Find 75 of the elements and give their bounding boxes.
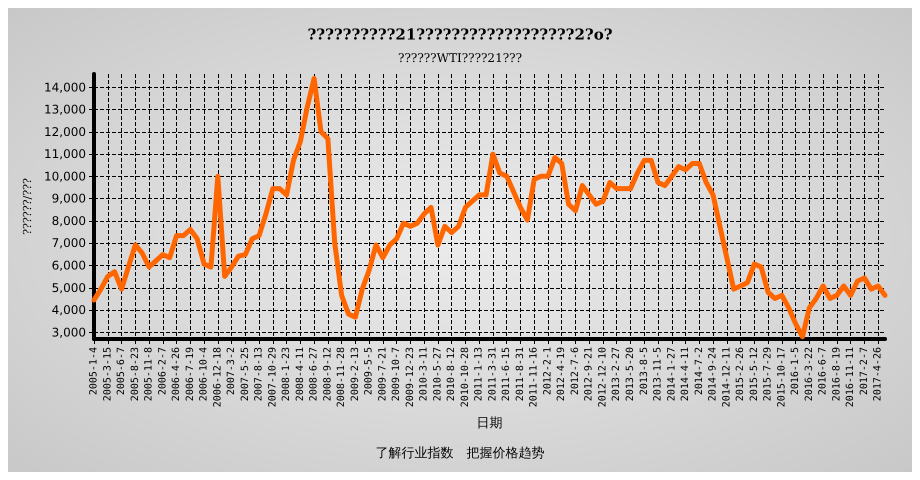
x-tick-label: 2013-2-27 (611, 347, 622, 402)
x-tick-label: 2015-2-26 (735, 347, 746, 402)
y-tick-label: 4,000 (52, 303, 86, 318)
x-tick-label: 2010-3-11 (418, 347, 430, 402)
x-tick-label: 2005-3-15 (102, 347, 114, 402)
x-tick-label: 2008-4-11 (294, 347, 306, 402)
x-tick-label: 2009-5-5 (364, 347, 375, 396)
text: 了解行业指数 把握价格趋势 (376, 446, 544, 461)
y-tick-label: 8,000 (52, 214, 86, 228)
chart-title: ??????????21??????????????????2?o? (308, 26, 613, 44)
x-tick-label: 2013-8-5 (638, 347, 650, 396)
x-tick-label: 2011-6-15 (501, 347, 512, 402)
x-tick-label: 2012-9-21 (584, 347, 595, 402)
x-tick-label: 2016-1-5 (790, 347, 802, 396)
y-tick-label: 7,000 (52, 236, 86, 250)
x-tick-label: 2007-10-29 (267, 347, 278, 408)
x-tick-label: 2015-10-17 (776, 347, 788, 408)
chart-subtitle: ??????WTI????21??? (398, 51, 522, 65)
y-tick-label: 5,000 (52, 280, 86, 295)
x-tick-label: 2016-11-11 (845, 347, 856, 408)
y-tick-label: 14,000 (44, 80, 86, 94)
x-tick-label: 2008-11-28 (336, 347, 348, 408)
x-tick-label: 2016-6-7 (818, 347, 829, 396)
x-tick-label: 2011-3-31 (487, 347, 498, 402)
x-tick-label: 2014-4-11 (680, 347, 692, 402)
x-tick-label: 2017-4-26 (872, 347, 884, 402)
x-tick-label: 2006-12-18 (212, 347, 224, 408)
x-tick-label: 2015-5-12 (748, 347, 760, 402)
x-tick-label: 2005-1-4 (88, 347, 100, 396)
x-tick-label: 2014-9-24 (708, 347, 719, 402)
x-tick-label: 2007-3-2 (226, 347, 238, 396)
x-tick-label: 2007-8-13 (254, 347, 265, 402)
x-tick-label: 2016-8-19 (831, 347, 842, 402)
x-tick-label: 2013-11-5 (652, 347, 664, 402)
x-tick-label: 2012-12-10 (597, 347, 608, 408)
y-tick-label: 10,000 (44, 169, 86, 184)
x-tick-label: 2009-2-13 (350, 347, 361, 402)
x-tick-label: 2016-3-22 (804, 347, 815, 402)
x-tick-label: 2005-8-23 (130, 347, 141, 402)
x-tick-label: 2008-9-12 (322, 347, 334, 402)
x-tick-label: 2011-1-13 (474, 347, 485, 402)
y-tick-label: 13,000 (44, 102, 86, 117)
x-tick-label: 2012-2-1 (542, 347, 554, 396)
x-tick-label: 2010-5-27 (432, 347, 444, 402)
x-tick-label: 2010-8-12 (446, 347, 458, 402)
y-tick-label: 11,000 (44, 147, 86, 162)
y-tick-label: 9,000 (52, 192, 86, 206)
x-tick-label: 2012-7-6 (570, 347, 581, 396)
x-tick-label: 2008-6-27 (308, 347, 320, 402)
x-tick-label: 2006-2-7 (157, 347, 168, 396)
x-tick-label: 2013-5-20 (625, 347, 636, 402)
x-tick-label: 2008-1-23 (281, 347, 292, 402)
x-tick-label: 2014-12-11 (721, 347, 732, 408)
x-tick-label: 2009-12-23 (404, 347, 416, 408)
x-tick-label: 2006-10-4 (198, 347, 210, 402)
x-tick-label: 2012-4-19 (556, 347, 568, 402)
x-tick-label: 2017-2-7 (858, 347, 870, 396)
x-tick-label: 2006-4-26 (171, 347, 182, 402)
x-tick-label: 2007-5-25 (240, 347, 251, 402)
x-tick-label: 2009-7-21 (377, 347, 388, 402)
x-axis-title: 日期 (476, 416, 502, 431)
x-tick-label: 2015-7-29 (762, 347, 774, 402)
y-tick-label: 3,000 (52, 325, 86, 340)
x-tick-label: 2006-7-19 (184, 347, 196, 402)
y-tick-label: 6,000 (52, 258, 86, 273)
x-tick-label: 2011-11-16 (528, 347, 540, 408)
y-axis-title: ??????/??? (21, 178, 34, 235)
x-tick-label: 2010-10-28 (460, 347, 471, 408)
x-tick-label: 2011-8-31 (514, 347, 526, 402)
x-tick-label: 2005-6-7 (116, 347, 128, 396)
y-tick-label: 12,000 (44, 124, 86, 139)
x-tick-label: 2005-11-8 (144, 347, 155, 402)
x-tick-label: 2014-1-27 (666, 347, 678, 402)
x-tick-label: 2009-10-7 (391, 347, 402, 402)
x-tick-label: 2014-7-2 (694, 347, 705, 396)
